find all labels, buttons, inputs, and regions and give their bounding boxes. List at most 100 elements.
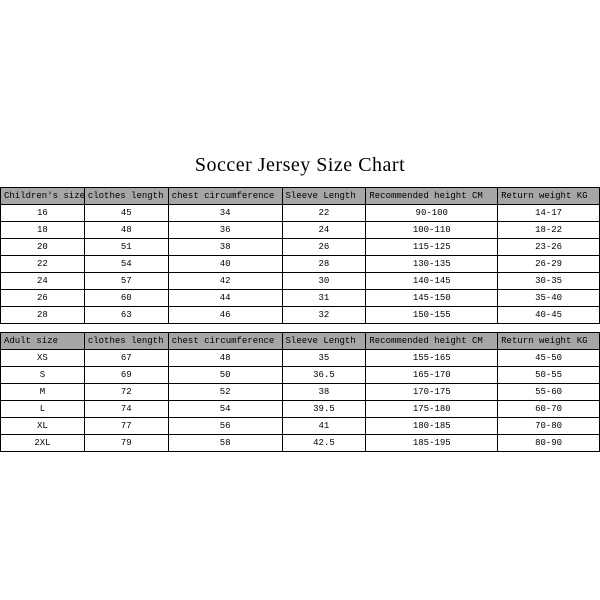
table-row: XS674835155-16545-50 [1, 350, 600, 367]
table-cell: 140-145 [366, 273, 498, 290]
table-cell: 28 [1, 307, 85, 324]
table-cell: 48 [168, 350, 282, 367]
table-row: 20513826115-12523-26 [1, 239, 600, 256]
children-size-table: Children's size clothes length chest cir… [0, 187, 600, 324]
table-cell: 63 [84, 307, 168, 324]
table-row: 24574230140-14530-35 [1, 273, 600, 290]
table-cell: 60-70 [498, 401, 600, 418]
table-row: 2XL795842.5185-19580-90 [1, 435, 600, 452]
table-cell: 80-90 [498, 435, 600, 452]
table-cell: 20 [1, 239, 85, 256]
table-cell: 185-195 [366, 435, 498, 452]
table-cell: 145-150 [366, 290, 498, 307]
table-cell: 22 [1, 256, 85, 273]
table-row: 28634632150-15540-45 [1, 307, 600, 324]
table-cell: 40-45 [498, 307, 600, 324]
col-header: chest circumference [168, 188, 282, 205]
table-cell: 31 [282, 290, 366, 307]
table-cell: 51 [84, 239, 168, 256]
table-cell: 60 [84, 290, 168, 307]
table-cell: 16 [1, 205, 85, 222]
table-cell: 40 [168, 256, 282, 273]
children-body: 1645342290-10014-1718483624100-11018-222… [1, 205, 600, 324]
table-cell: 90-100 [366, 205, 498, 222]
col-header: clothes length [84, 333, 168, 350]
table-row: L745439.5175-18060-70 [1, 401, 600, 418]
table-cell: 36.5 [282, 367, 366, 384]
table-gap [0, 324, 600, 332]
table-cell: 34 [168, 205, 282, 222]
table-cell: 52 [168, 384, 282, 401]
table-cell: 150-155 [366, 307, 498, 324]
table-cell: 38 [282, 384, 366, 401]
page: Soccer Jersey Size Chart Children's size… [0, 0, 600, 600]
table-cell: 175-180 [366, 401, 498, 418]
col-header: Return weight KG [498, 333, 600, 350]
table-cell: 26 [1, 290, 85, 307]
table-row: S695036.5165-17050-55 [1, 367, 600, 384]
table-cell: 58 [168, 435, 282, 452]
table-cell: 24 [282, 222, 366, 239]
table-cell: 18 [1, 222, 85, 239]
chart-title: Soccer Jersey Size Chart [0, 148, 600, 187]
table-cell: 42.5 [282, 435, 366, 452]
adult-size-table: Adult size clothes length chest circumfe… [0, 332, 600, 452]
table-cell: 180-185 [366, 418, 498, 435]
table-cell: 26-29 [498, 256, 600, 273]
col-header: Sleeve Length [282, 333, 366, 350]
table-cell: 39.5 [282, 401, 366, 418]
table-cell: 28 [282, 256, 366, 273]
adult-body: XS674835155-16545-50S695036.5165-17050-5… [1, 350, 600, 452]
col-header: Sleeve Length [282, 188, 366, 205]
table-cell: 77 [84, 418, 168, 435]
table-cell: 42 [168, 273, 282, 290]
table-cell: 32 [282, 307, 366, 324]
table-cell: 30 [282, 273, 366, 290]
table-cell: 46 [168, 307, 282, 324]
col-header: Children's size [1, 188, 85, 205]
table-row: 18483624100-11018-22 [1, 222, 600, 239]
table-cell: 54 [168, 401, 282, 418]
table-cell: 23-26 [498, 239, 600, 256]
table-cell: 165-170 [366, 367, 498, 384]
table-cell: 26 [282, 239, 366, 256]
table-cell: 48 [84, 222, 168, 239]
table-cell: S [1, 367, 85, 384]
table-cell: 38 [168, 239, 282, 256]
table-cell: 44 [168, 290, 282, 307]
table-cell: L [1, 401, 85, 418]
table-row: M725238170-17555-60 [1, 384, 600, 401]
table-cell: XS [1, 350, 85, 367]
table-cell: 22 [282, 205, 366, 222]
table-row: XL775641180-18570-80 [1, 418, 600, 435]
col-header: Adult size [1, 333, 85, 350]
table-cell: 18-22 [498, 222, 600, 239]
table-cell: 57 [84, 273, 168, 290]
table-cell: 54 [84, 256, 168, 273]
table-cell: XL [1, 418, 85, 435]
table-cell: 155-165 [366, 350, 498, 367]
table-cell: 67 [84, 350, 168, 367]
table-cell: 50 [168, 367, 282, 384]
table-cell: 100-110 [366, 222, 498, 239]
table-row: 22544028130-13526-29 [1, 256, 600, 273]
table-cell: 79 [84, 435, 168, 452]
table-cell: 45-50 [498, 350, 600, 367]
table-cell: 2XL [1, 435, 85, 452]
table-cell: M [1, 384, 85, 401]
table-cell: 56 [168, 418, 282, 435]
table-cell: 170-175 [366, 384, 498, 401]
table-row: 26604431145-15035-40 [1, 290, 600, 307]
children-header-row: Children's size clothes length chest cir… [1, 188, 600, 205]
table-cell: 69 [84, 367, 168, 384]
table-cell: 130-135 [366, 256, 498, 273]
adult-header-row: Adult size clothes length chest circumfe… [1, 333, 600, 350]
table-cell: 24 [1, 273, 85, 290]
col-header: clothes length [84, 188, 168, 205]
table-cell: 41 [282, 418, 366, 435]
table-cell: 35 [282, 350, 366, 367]
sheet: Soccer Jersey Size Chart Children's size… [0, 148, 600, 452]
table-cell: 74 [84, 401, 168, 418]
table-cell: 35-40 [498, 290, 600, 307]
table-cell: 115-125 [366, 239, 498, 256]
